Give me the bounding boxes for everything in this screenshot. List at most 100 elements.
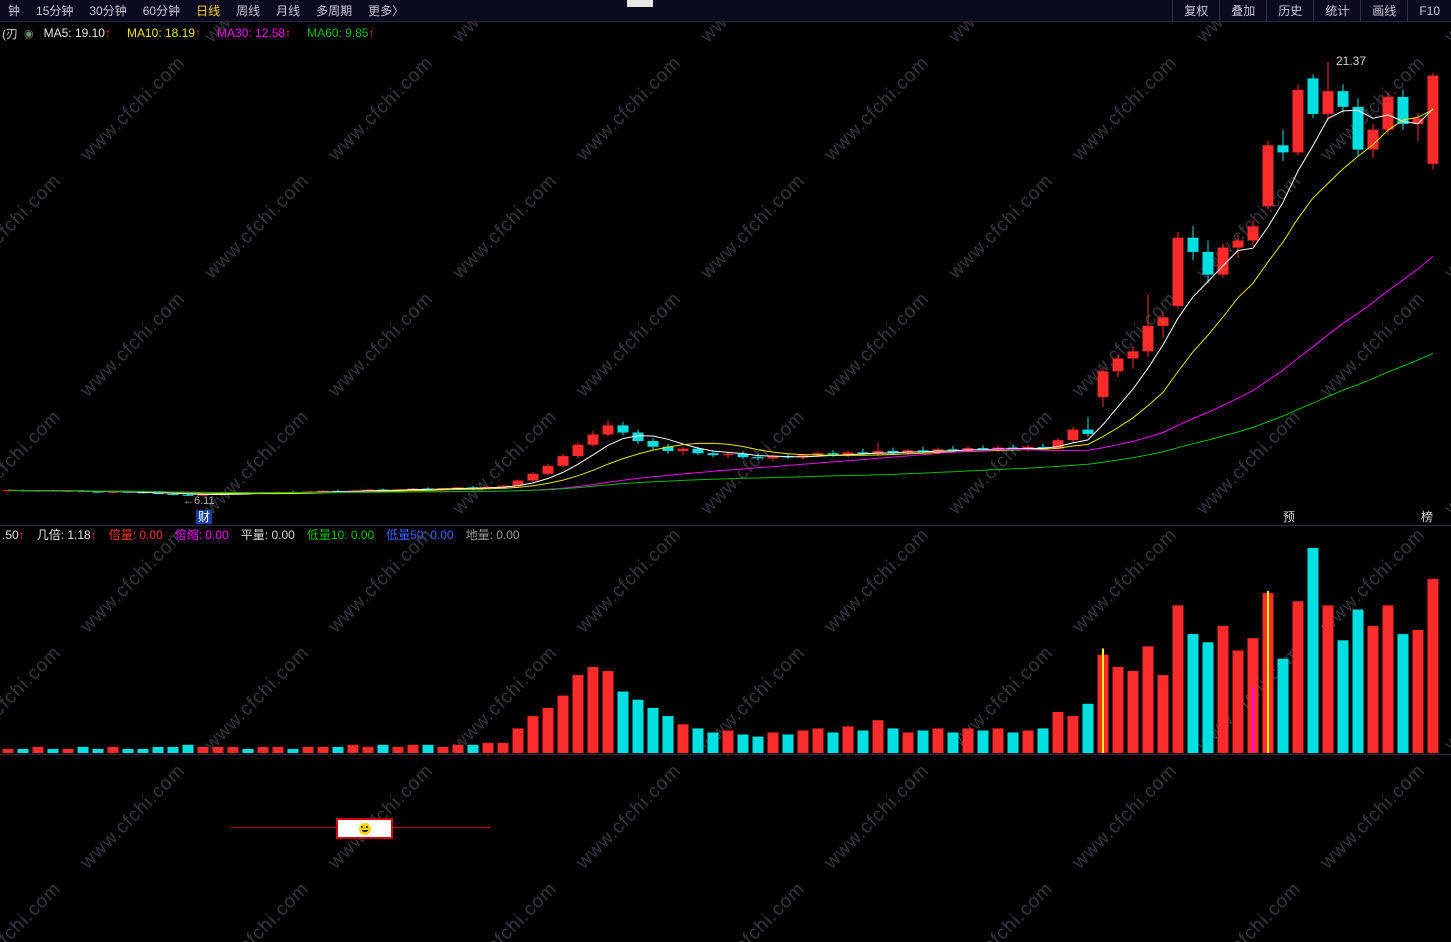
overlay-button[interactable]: 叠加 (1219, 0, 1266, 21)
volume-bar (467, 744, 479, 753)
indicator-value-4: 平量: 0.00 (240, 528, 295, 542)
volume-bar (392, 746, 404, 753)
ma-value-3: MA60: 9.85↑ (307, 26, 375, 40)
volume-bar (932, 728, 944, 753)
volume-bar (632, 699, 644, 753)
candle-body (842, 452, 854, 455)
period-tab-8[interactable]: 更多〉 (368, 4, 405, 18)
ma-line-ma60 (7, 352, 1434, 494)
volume-bar (1367, 625, 1379, 753)
candle-body (1202, 251, 1214, 275)
candle-body (1382, 96, 1394, 130)
volume-bar (1052, 712, 1064, 753)
indicator-value-5: 低量10: 0.00 (306, 528, 375, 542)
volume-bar (1187, 634, 1199, 753)
panel-divider-volume-bottom[interactable] (0, 754, 1451, 755)
f10-button[interactable]: F10 (1407, 0, 1451, 21)
candle-body (1082, 429, 1094, 434)
period-tab-7[interactable]: 多周期 (316, 4, 353, 18)
ma-value-2: MA30: 12.58↑ (217, 26, 292, 40)
volume-bar (1292, 601, 1304, 753)
volume-bar (527, 716, 539, 753)
period-tab-3[interactable]: 60分钟 (142, 4, 181, 18)
period-tabs: 钟 15分钟 30分钟 60分钟 日线 周线 月线 多周期 更多〉 (0, 0, 412, 21)
candle-body (617, 425, 629, 433)
candle-body (1007, 447, 1019, 450)
panel-divider-price-volume[interactable] (0, 525, 1451, 526)
volume-bar (182, 744, 194, 753)
volume-bar (437, 746, 449, 753)
volume-bar (242, 748, 254, 753)
indicator-value-7: 地量: 0.00 (465, 528, 520, 542)
volume-bar (1397, 634, 1409, 753)
candle-body (482, 486, 494, 488)
up-arrow-icon: ↑ (104, 26, 111, 40)
period-tab-5[interactable]: 周线 (236, 4, 261, 18)
candle-body (767, 456, 779, 459)
period-tab-6[interactable]: 月线 (276, 4, 301, 18)
indicator-value-3: 倍缩: 0.00 (174, 528, 229, 542)
candle-body (1172, 237, 1184, 306)
candle-body (692, 448, 704, 454)
stock-name-truncated: (刃 (2, 26, 18, 41)
volume-bar (272, 746, 284, 753)
volume-bar (587, 666, 599, 753)
history-button[interactable]: 历史 (1266, 0, 1313, 21)
candle-body (602, 425, 614, 435)
volume-bar (257, 746, 269, 753)
period-tab-4[interactable]: 日线 (196, 4, 221, 18)
candle-body (152, 493, 164, 495)
candle-body (1247, 226, 1259, 241)
candle-body (1412, 118, 1424, 124)
period-tab-1[interactable]: 15分钟 (36, 4, 74, 18)
volume-bar (1277, 658, 1289, 753)
candle-body (1187, 237, 1199, 252)
volume-bar (347, 744, 359, 753)
volume-bar (1412, 630, 1424, 753)
volume-indicator-bar: .50↑ 几倍: 1.18↑ 倍量: 0.00 倍缩: 0.00 平量: 0.00 低量1… (0, 526, 1451, 544)
volume-bar (287, 748, 299, 753)
volume-bar (62, 748, 74, 753)
volume-bar (1352, 609, 1364, 753)
toolbar-actions: 复权 叠加 历史 统计 画线 F10 (1172, 0, 1451, 21)
volume-bar (452, 744, 464, 753)
volume-bar (557, 695, 569, 753)
candle-body (647, 441, 659, 447)
up-arrow-icon: ↑ (195, 26, 202, 40)
candle-body (707, 453, 719, 456)
candle-body (857, 452, 869, 454)
volume-bar (737, 734, 749, 753)
volume-signal-mark (1267, 591, 1269, 753)
candle-body (947, 449, 959, 451)
candle-body (587, 434, 599, 445)
candle-body (737, 453, 749, 458)
volume-bar (1022, 730, 1034, 754)
candle-body (797, 455, 809, 458)
volume-bar (767, 732, 779, 753)
volume-bar (1172, 605, 1184, 753)
restore-rights-button[interactable]: 复权 (1172, 0, 1219, 21)
peak-price-label: 21.37 (1336, 54, 1367, 69)
indicator-eye-icon[interactable]: ◉ (24, 27, 34, 40)
period-tab-0[interactable]: 钟 (8, 4, 21, 18)
volume-bar (362, 746, 374, 753)
shortcut-yujing[interactable]: 预 (1283, 510, 1296, 524)
marker-tag-cai: 财 (196, 510, 213, 524)
candle-body (317, 490, 329, 492)
volume-bar (857, 730, 869, 754)
period-tab-2[interactable]: 30分钟 (89, 4, 127, 18)
candle-body (1367, 129, 1379, 150)
volume-bar (77, 746, 89, 753)
candle-body (1232, 240, 1244, 248)
shortcut-bang[interactable]: 榜 (1421, 510, 1434, 524)
indicator-value-1: 几倍: 1.18↑ (36, 528, 97, 542)
candle-body (977, 448, 989, 450)
statistics-button[interactable]: 统计 (1313, 0, 1360, 21)
draw-line-button[interactable]: 画线 (1360, 0, 1407, 21)
volume-bar (197, 746, 209, 753)
volume-bar (107, 746, 119, 753)
volume-bar (1157, 675, 1169, 753)
candle-body (557, 456, 569, 466)
volume-bar (707, 732, 719, 753)
